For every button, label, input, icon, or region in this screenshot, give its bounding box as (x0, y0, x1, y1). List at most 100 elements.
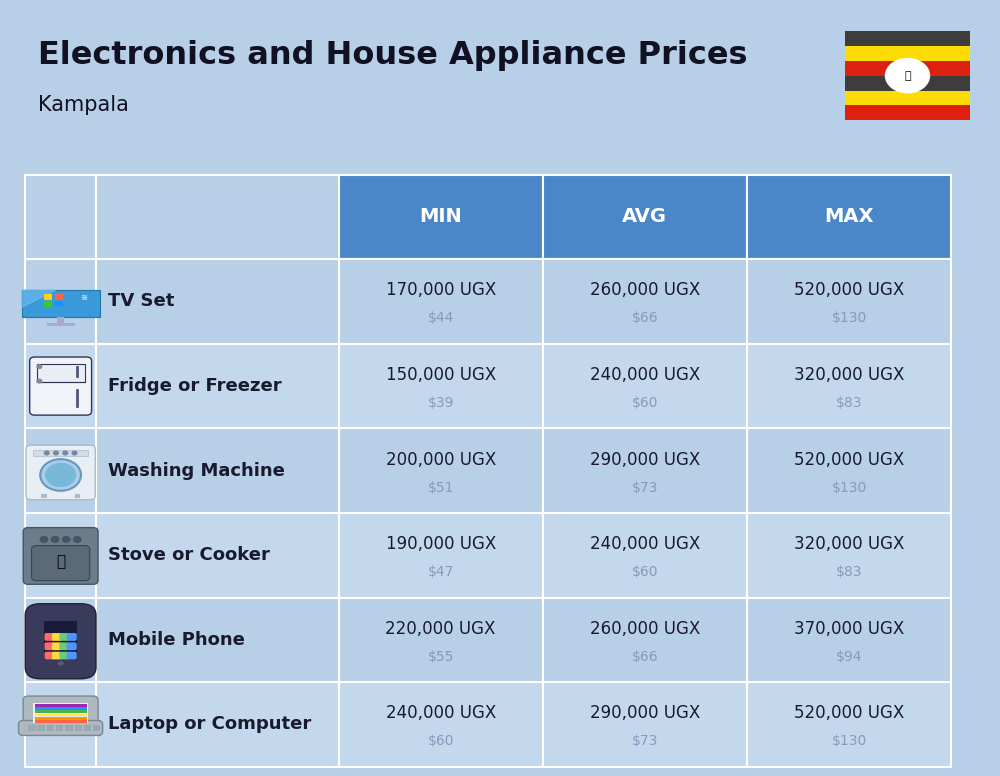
FancyBboxPatch shape (55, 301, 63, 307)
FancyBboxPatch shape (23, 696, 98, 729)
FancyBboxPatch shape (44, 633, 55, 641)
FancyBboxPatch shape (28, 726, 36, 727)
Text: 150,000 UGX: 150,000 UGX (386, 366, 496, 384)
Text: Stove or Cooker: Stove or Cooker (108, 546, 270, 564)
FancyBboxPatch shape (22, 290, 100, 317)
Text: 200,000 UGX: 200,000 UGX (386, 451, 496, 469)
Circle shape (62, 536, 70, 542)
FancyBboxPatch shape (338, 682, 543, 767)
FancyBboxPatch shape (845, 91, 970, 106)
Text: $55: $55 (427, 650, 454, 663)
Text: 520,000 UGX: 520,000 UGX (794, 282, 904, 300)
FancyBboxPatch shape (75, 494, 80, 498)
FancyBboxPatch shape (47, 729, 54, 731)
Text: Mobile Phone: Mobile Phone (108, 631, 245, 649)
FancyBboxPatch shape (59, 633, 69, 641)
FancyBboxPatch shape (35, 720, 87, 723)
Text: 240,000 UGX: 240,000 UGX (590, 366, 700, 384)
Text: 320,000 UGX: 320,000 UGX (794, 535, 904, 553)
FancyBboxPatch shape (67, 643, 77, 650)
Text: 370,000 UGX: 370,000 UGX (794, 620, 904, 638)
FancyBboxPatch shape (338, 344, 543, 428)
Text: $39: $39 (427, 396, 454, 410)
FancyBboxPatch shape (67, 652, 77, 660)
FancyBboxPatch shape (37, 365, 85, 383)
FancyBboxPatch shape (84, 726, 91, 727)
Text: TV Set: TV Set (108, 293, 174, 310)
Text: $94: $94 (836, 650, 862, 663)
FancyBboxPatch shape (845, 31, 970, 46)
FancyBboxPatch shape (543, 598, 747, 682)
FancyBboxPatch shape (543, 513, 747, 598)
Text: 240,000 UGX: 240,000 UGX (386, 705, 496, 722)
Text: $60: $60 (427, 734, 454, 748)
FancyBboxPatch shape (845, 46, 970, 61)
FancyBboxPatch shape (25, 682, 96, 767)
FancyBboxPatch shape (747, 682, 951, 767)
Text: 290,000 UGX: 290,000 UGX (590, 451, 700, 469)
FancyBboxPatch shape (28, 727, 36, 729)
FancyBboxPatch shape (57, 317, 64, 324)
Text: $47: $47 (427, 565, 454, 579)
FancyBboxPatch shape (338, 175, 543, 259)
FancyBboxPatch shape (33, 703, 88, 723)
FancyBboxPatch shape (747, 428, 951, 513)
FancyBboxPatch shape (56, 729, 63, 731)
Text: $66: $66 (632, 311, 658, 325)
FancyBboxPatch shape (23, 528, 98, 584)
FancyBboxPatch shape (47, 323, 75, 326)
FancyBboxPatch shape (543, 682, 747, 767)
Circle shape (46, 463, 75, 487)
FancyBboxPatch shape (747, 344, 951, 428)
FancyBboxPatch shape (52, 652, 62, 660)
FancyBboxPatch shape (52, 643, 62, 650)
FancyBboxPatch shape (25, 344, 96, 428)
Text: 🔥: 🔥 (56, 554, 65, 570)
Text: Washing Machine: Washing Machine (108, 462, 285, 480)
Circle shape (886, 59, 930, 92)
FancyBboxPatch shape (96, 259, 338, 344)
Text: $60: $60 (632, 396, 658, 410)
Text: 🐦: 🐦 (904, 71, 911, 81)
FancyBboxPatch shape (37, 726, 45, 727)
Text: $66: $66 (632, 650, 658, 663)
FancyBboxPatch shape (44, 621, 77, 660)
FancyBboxPatch shape (28, 729, 36, 731)
FancyBboxPatch shape (543, 428, 747, 513)
FancyBboxPatch shape (25, 428, 96, 513)
FancyBboxPatch shape (25, 513, 96, 598)
FancyBboxPatch shape (32, 546, 90, 580)
FancyBboxPatch shape (93, 727, 100, 729)
FancyBboxPatch shape (55, 293, 63, 300)
FancyBboxPatch shape (44, 643, 55, 650)
Text: 170,000 UGX: 170,000 UGX (386, 282, 496, 300)
Text: ≋: ≋ (80, 293, 87, 303)
FancyBboxPatch shape (845, 106, 970, 120)
FancyBboxPatch shape (75, 726, 82, 727)
Circle shape (40, 459, 81, 490)
Text: MIN: MIN (419, 207, 462, 227)
FancyBboxPatch shape (59, 652, 69, 660)
FancyBboxPatch shape (19, 720, 103, 736)
Text: 260,000 UGX: 260,000 UGX (590, 282, 700, 300)
Text: $83: $83 (836, 396, 862, 410)
Polygon shape (22, 290, 56, 307)
FancyBboxPatch shape (84, 729, 91, 731)
Text: 520,000 UGX: 520,000 UGX (794, 451, 904, 469)
Circle shape (44, 451, 49, 455)
Text: $130: $130 (832, 311, 867, 325)
Text: $73: $73 (632, 734, 658, 748)
Circle shape (37, 365, 42, 369)
FancyBboxPatch shape (37, 729, 45, 731)
FancyBboxPatch shape (44, 301, 52, 307)
FancyBboxPatch shape (25, 259, 96, 344)
FancyBboxPatch shape (84, 727, 91, 729)
FancyBboxPatch shape (75, 729, 82, 731)
FancyBboxPatch shape (59, 643, 69, 650)
FancyBboxPatch shape (56, 726, 63, 727)
FancyBboxPatch shape (65, 727, 73, 729)
Text: $130: $130 (832, 480, 867, 494)
FancyBboxPatch shape (47, 727, 54, 729)
FancyBboxPatch shape (67, 633, 77, 641)
FancyBboxPatch shape (33, 450, 88, 456)
